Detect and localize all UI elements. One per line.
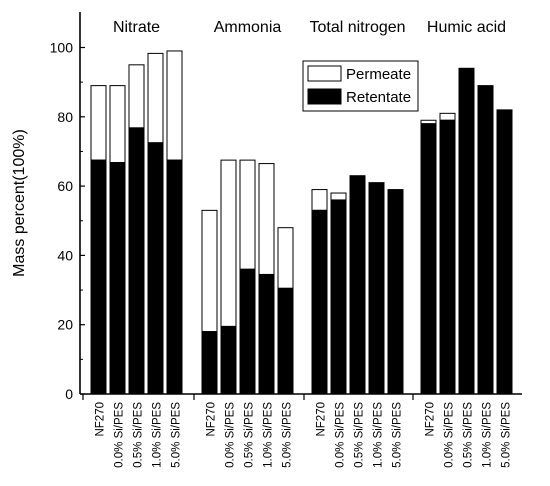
bar-retentate bbox=[349, 175, 366, 395]
bar-retentate bbox=[330, 199, 347, 395]
x-tick-label: NF270 bbox=[425, 402, 437, 437]
legend: Permeate Retentate bbox=[302, 60, 419, 112]
axes-layer bbox=[79, 12, 522, 395]
y-tick-label: 0 bbox=[65, 386, 73, 402]
bar-retentate bbox=[420, 123, 437, 395]
y-tick-label: 100 bbox=[50, 40, 74, 56]
bar-retentate bbox=[258, 273, 275, 395]
x-tick-label: 0.0% Si/PES bbox=[225, 402, 237, 468]
bar-retentate bbox=[128, 127, 145, 395]
bar-retentate bbox=[147, 142, 164, 395]
bar-permeate bbox=[330, 192, 347, 201]
bar-retentate bbox=[277, 287, 294, 395]
y-tick-label: 60 bbox=[57, 178, 73, 194]
x-tick-label: NF270 bbox=[206, 402, 218, 437]
x-tick-label: 0.5% Si/PES bbox=[133, 402, 145, 468]
bar-retentate bbox=[477, 85, 494, 395]
x-tick-label: 0.0% Si/PES bbox=[114, 402, 126, 468]
group-label: Nitrate bbox=[113, 19, 160, 36]
group-label: Total nitrogen bbox=[309, 19, 405, 36]
bar-retentate bbox=[109, 162, 126, 395]
bar-permeate bbox=[128, 64, 145, 129]
y-tick-label: 20 bbox=[57, 317, 73, 333]
y-tick-label: 80 bbox=[57, 109, 73, 125]
x-tick-label: 5.0% Si/PES bbox=[282, 402, 294, 468]
bar-permeate bbox=[239, 159, 256, 270]
bar-retentate bbox=[387, 189, 404, 395]
x-tick-label: 1.0% Si/PES bbox=[482, 402, 494, 468]
x-tick-label: 0.0% Si/PES bbox=[335, 402, 347, 468]
x-tick-label: 0.5% Si/PES bbox=[244, 402, 256, 468]
x-tick-label: 5.0% Si/PES bbox=[501, 402, 513, 468]
legend-swatch-retentate bbox=[307, 88, 342, 105]
x-tick-label: 5.0% Si/PES bbox=[392, 402, 404, 468]
x-tick-labels-layer: NF270 0.0% Si/PES 0.5% Si/PES 1.0% Si/PES 5.… bbox=[82, 394, 513, 468]
bar-retentate bbox=[166, 159, 183, 395]
bar-retentate bbox=[496, 109, 513, 395]
bar-retentate bbox=[368, 182, 385, 395]
bar-permeate bbox=[277, 227, 294, 289]
bar-permeate bbox=[90, 85, 107, 161]
bar-retentate bbox=[239, 268, 256, 395]
bar-retentate bbox=[220, 325, 237, 395]
x-tick-label: 0.5% Si/PES bbox=[354, 402, 366, 468]
bar-permeate bbox=[201, 209, 218, 333]
bar-permeate bbox=[439, 112, 456, 121]
legend-swatch-permeate bbox=[307, 65, 342, 82]
bar-retentate bbox=[90, 159, 107, 395]
y-tick-label: 40 bbox=[57, 247, 73, 263]
bar-retentate bbox=[311, 209, 328, 395]
group-label: Ammonia bbox=[214, 19, 282, 36]
bar-permeate bbox=[109, 85, 126, 164]
x-tick-label: 1.0% Si/PES bbox=[152, 402, 164, 468]
legend-label-retentate: Retentate bbox=[346, 89, 411, 106]
x-tick-label: NF270 bbox=[316, 402, 328, 437]
bar-retentate bbox=[458, 67, 475, 395]
x-tick-label: 0.0% Si/PES bbox=[444, 402, 456, 468]
bars-layer bbox=[90, 50, 513, 395]
bar-permeate bbox=[420, 119, 437, 125]
x-tick-label: NF270 bbox=[95, 402, 107, 437]
bar-permeate bbox=[311, 189, 328, 211]
bar-permeate bbox=[147, 52, 164, 144]
bar-retentate bbox=[201, 331, 218, 395]
x-tick-label: 0.5% Si/PES bbox=[463, 402, 475, 468]
x-tick-label: 1.0% Si/PES bbox=[263, 402, 275, 468]
bar-permeate bbox=[220, 159, 237, 327]
bar-permeate bbox=[166, 50, 183, 161]
group-labels-layer: Nitrate Ammonia Total nitrogen Humic acid bbox=[113, 19, 506, 36]
bar-permeate bbox=[258, 163, 275, 275]
y-ticks-layer: 0 20 40 60 80 100 bbox=[50, 40, 85, 402]
y-axis-label: Mass percent(100%) bbox=[11, 129, 28, 277]
x-tick-label: 5.0% Si/PES bbox=[171, 402, 183, 468]
group-label: Humic acid bbox=[427, 19, 506, 36]
bar-retentate bbox=[439, 119, 456, 395]
x-tick-label: 1.0% Si/PES bbox=[373, 402, 385, 468]
legend-label-permeate: Permeate bbox=[346, 66, 411, 83]
